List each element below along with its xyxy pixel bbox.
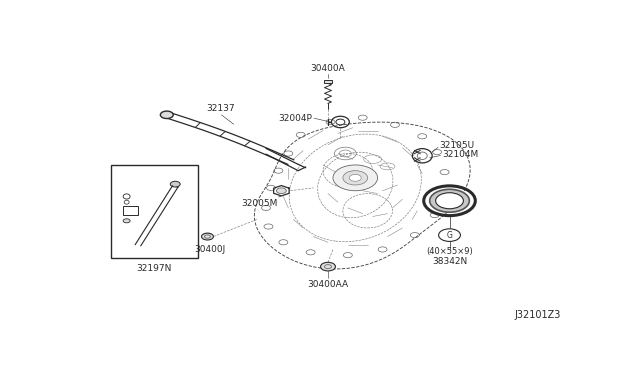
Text: 30400A: 30400A bbox=[310, 64, 346, 73]
Ellipse shape bbox=[202, 233, 213, 240]
Text: 32137: 32137 bbox=[207, 105, 235, 113]
Bar bbox=[111, 165, 198, 258]
Ellipse shape bbox=[349, 174, 361, 181]
Text: 32105U: 32105U bbox=[440, 141, 475, 150]
Ellipse shape bbox=[336, 119, 345, 125]
Ellipse shape bbox=[333, 165, 378, 191]
Ellipse shape bbox=[436, 193, 463, 209]
Ellipse shape bbox=[438, 229, 460, 241]
Text: 32104M: 32104M bbox=[442, 150, 478, 159]
Ellipse shape bbox=[123, 219, 130, 223]
Text: 30400AA: 30400AA bbox=[307, 279, 349, 289]
Text: G: G bbox=[447, 231, 452, 240]
Text: J32101Z3: J32101Z3 bbox=[515, 310, 561, 320]
Ellipse shape bbox=[343, 171, 368, 185]
Text: (40×55×9): (40×55×9) bbox=[426, 247, 473, 256]
Ellipse shape bbox=[321, 262, 335, 271]
Ellipse shape bbox=[170, 181, 180, 187]
Text: 38342N: 38342N bbox=[432, 257, 467, 266]
Text: 32197N: 32197N bbox=[136, 264, 172, 273]
Ellipse shape bbox=[276, 188, 286, 193]
Text: 32005M: 32005M bbox=[241, 199, 277, 208]
Ellipse shape bbox=[429, 189, 469, 212]
Bar bbox=[123, 206, 138, 215]
Bar bbox=[324, 80, 332, 83]
Text: 30400J: 30400J bbox=[195, 244, 225, 254]
Text: 32004P: 32004P bbox=[278, 114, 312, 123]
Ellipse shape bbox=[161, 111, 173, 119]
